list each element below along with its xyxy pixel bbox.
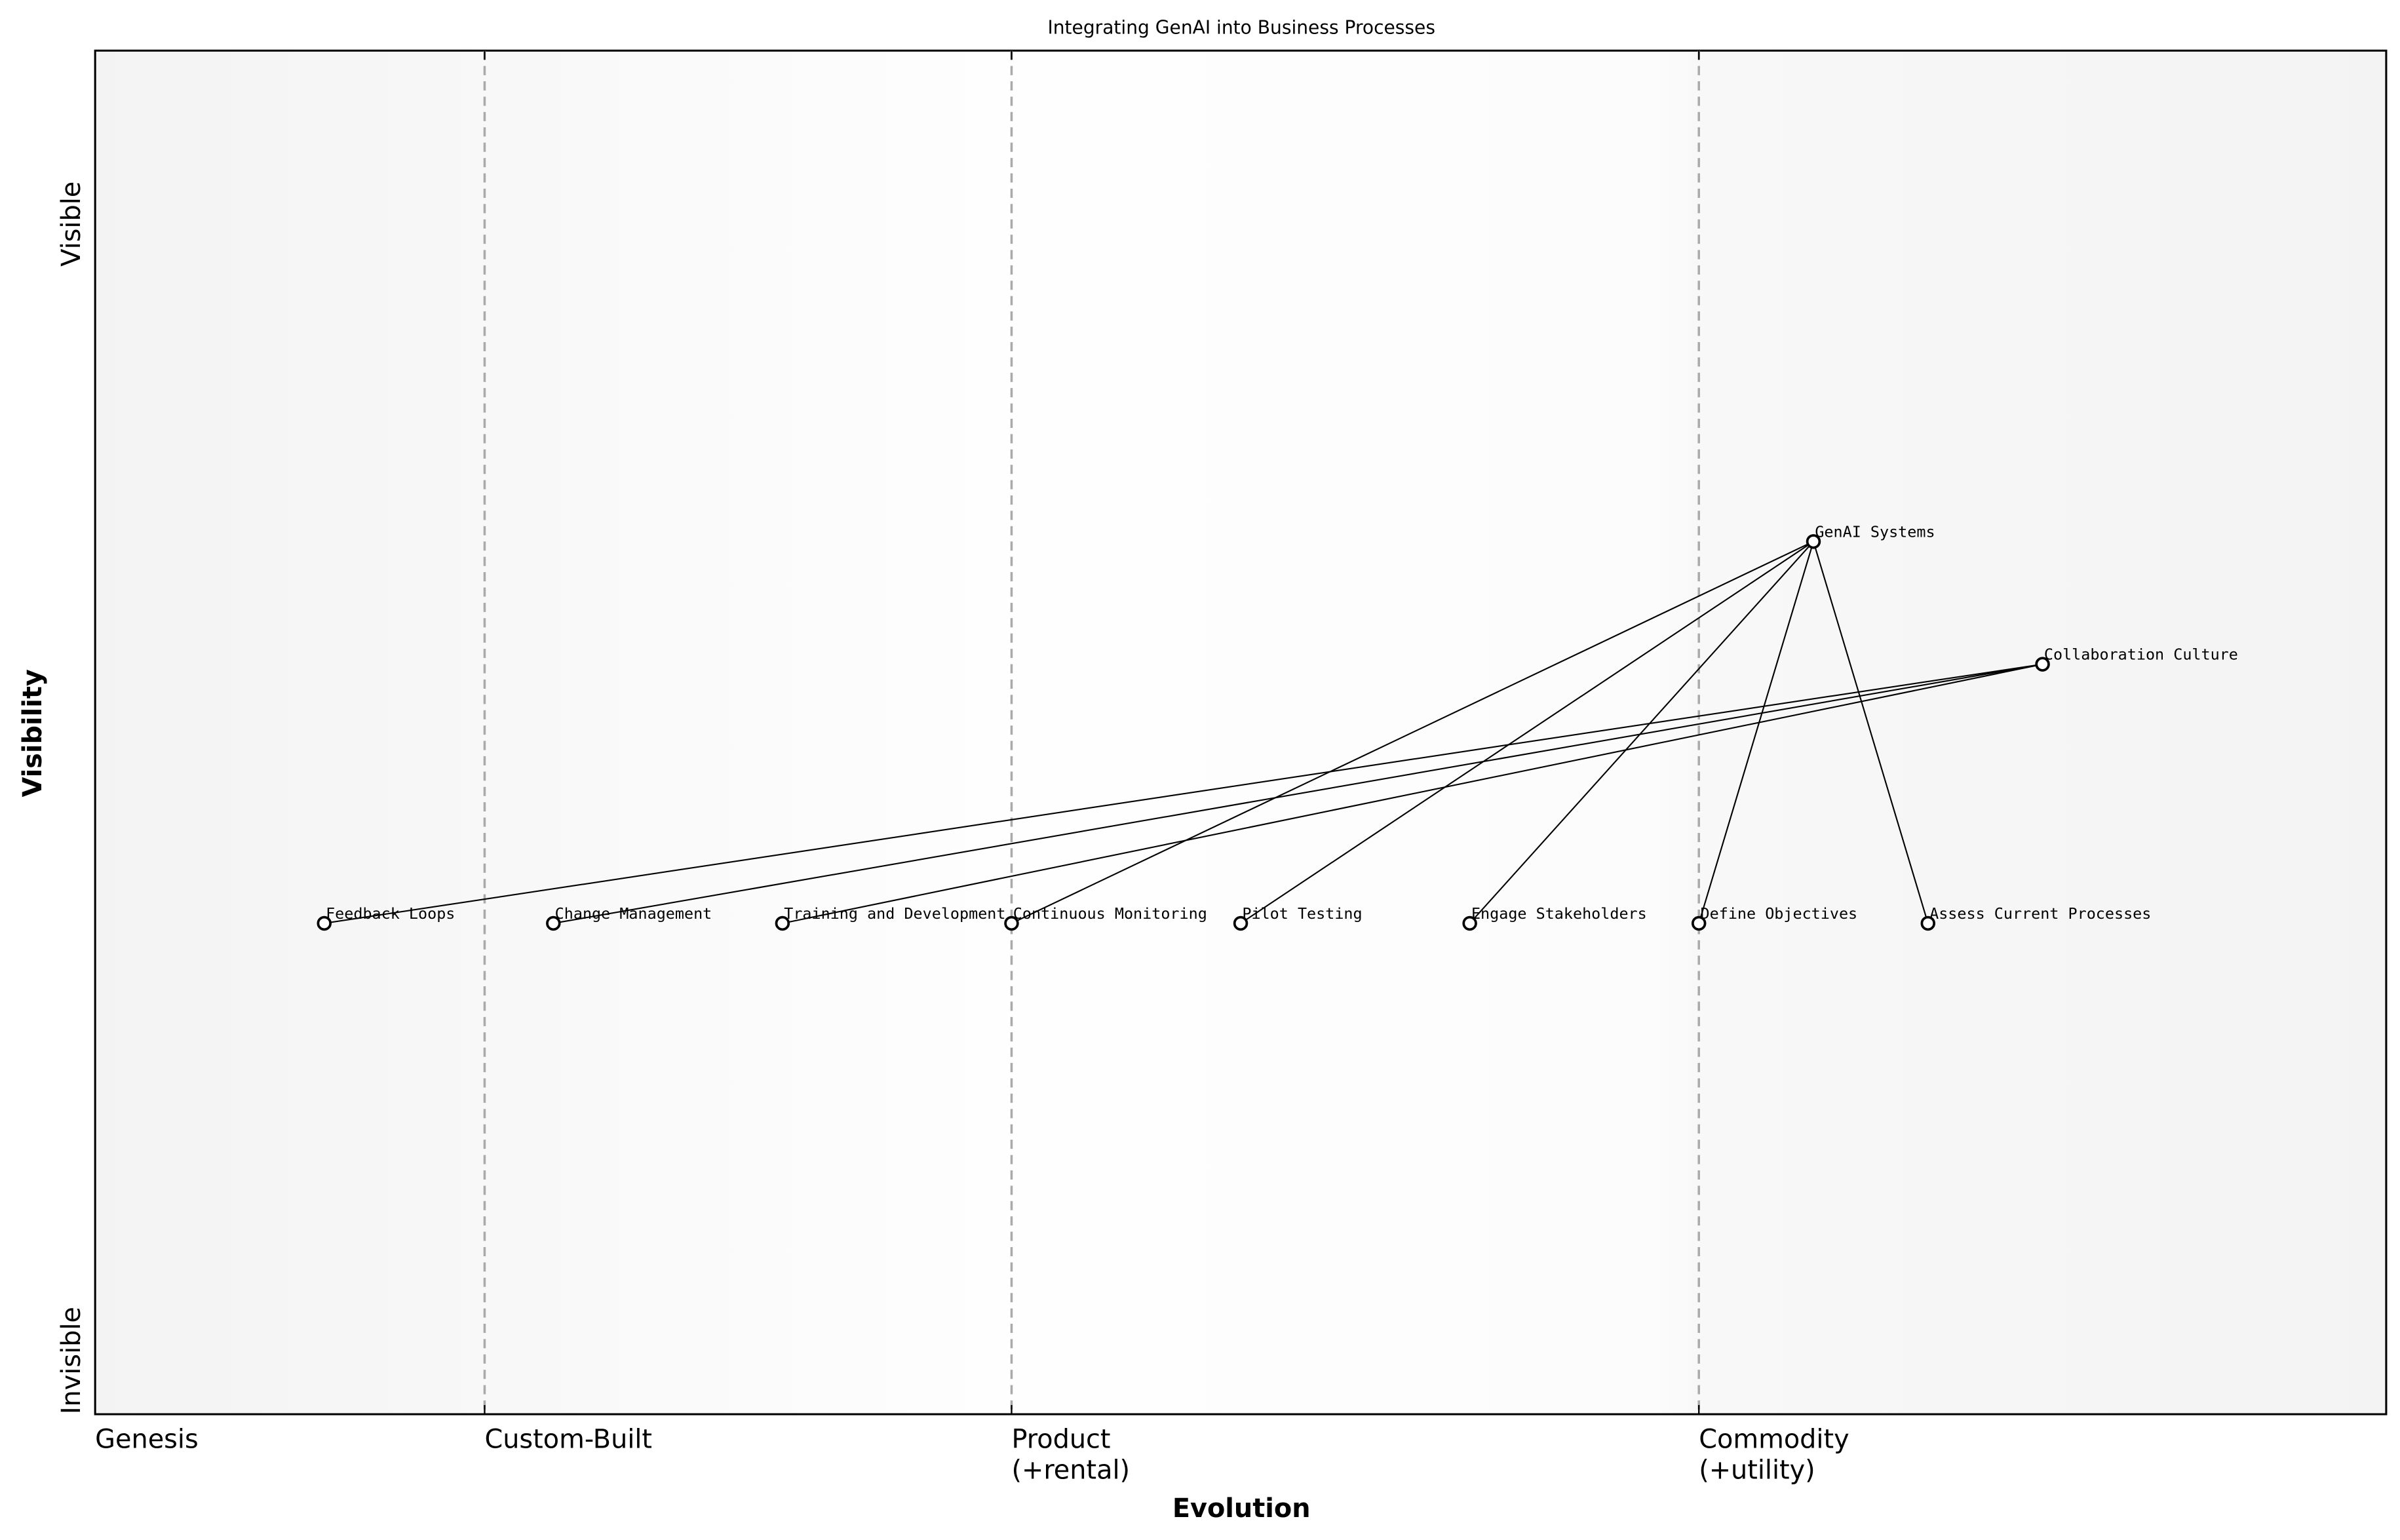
x-axis-label: Evolution xyxy=(1172,1493,1311,1524)
node-label: GenAI Systems xyxy=(1815,522,1935,541)
dependency-link xyxy=(324,663,2043,925)
component-node[interactable]: Pilot Testing xyxy=(1233,904,1363,931)
dependency-link xyxy=(1469,541,1814,924)
dependency-link xyxy=(1240,541,1814,924)
node-marker[interactable] xyxy=(1691,915,1707,931)
stage-label: Product (+rental) xyxy=(1011,1425,1130,1486)
dependency-link xyxy=(1812,541,1929,924)
node-marker[interactable] xyxy=(1920,915,1936,931)
node-label: Training and Development xyxy=(784,904,1005,923)
dependency-link xyxy=(1011,541,1814,924)
plot-background xyxy=(94,49,2388,1415)
dependency-link xyxy=(1698,541,1814,924)
y-tick-invisible: Invisible xyxy=(56,1307,87,1414)
component-node[interactable]: Assess Current Processes xyxy=(1920,904,2151,931)
node-label: Assess Current Processes xyxy=(1929,904,2151,923)
node-marker[interactable] xyxy=(546,915,561,931)
dependency-link xyxy=(782,663,2043,925)
node-marker[interactable] xyxy=(1806,534,1821,549)
node-marker[interactable] xyxy=(2035,657,2050,672)
component-node[interactable]: Continuous Monitoring xyxy=(1004,904,1207,931)
node-marker[interactable] xyxy=(1004,915,1019,931)
node-label: Feedback Loops xyxy=(326,904,455,923)
dependency-link xyxy=(553,663,2043,925)
node-label: Pilot Testing xyxy=(1242,904,1362,923)
node-label: Collaboration Culture xyxy=(2044,645,2238,664)
y-axis-label: Visibility xyxy=(18,669,48,797)
node-marker[interactable] xyxy=(775,915,790,931)
node-label: Continuous Monitoring xyxy=(1013,904,1207,923)
stage-label: Genesis xyxy=(95,1425,199,1455)
stage-label: Commodity (+utility) xyxy=(1699,1425,1849,1486)
component-node[interactable]: Engage Stakeholders xyxy=(1462,904,1647,931)
y-tick-visible: Visible xyxy=(56,182,87,267)
node-marker[interactable] xyxy=(1462,915,1477,931)
chart-title: Integrating GenAI into Business Processe… xyxy=(1047,16,1435,38)
component-node[interactable]: Define Objectives xyxy=(1691,904,1858,931)
component-node[interactable]: GenAI Systems xyxy=(1806,522,1935,549)
component-node[interactable]: Change Management xyxy=(546,904,712,931)
component-node[interactable]: Training and Development xyxy=(775,904,1006,931)
stage-label: Custom-Built xyxy=(484,1425,652,1455)
node-marker[interactable] xyxy=(1233,915,1248,931)
node-label: Define Objectives xyxy=(1701,904,1858,923)
component-node[interactable]: Collaboration Culture xyxy=(2035,645,2238,672)
component-node[interactable]: Feedback Loops xyxy=(317,904,455,931)
node-label: Engage Stakeholders xyxy=(1471,904,1647,923)
node-label: Change Management xyxy=(555,904,712,923)
node-marker[interactable] xyxy=(317,915,332,931)
